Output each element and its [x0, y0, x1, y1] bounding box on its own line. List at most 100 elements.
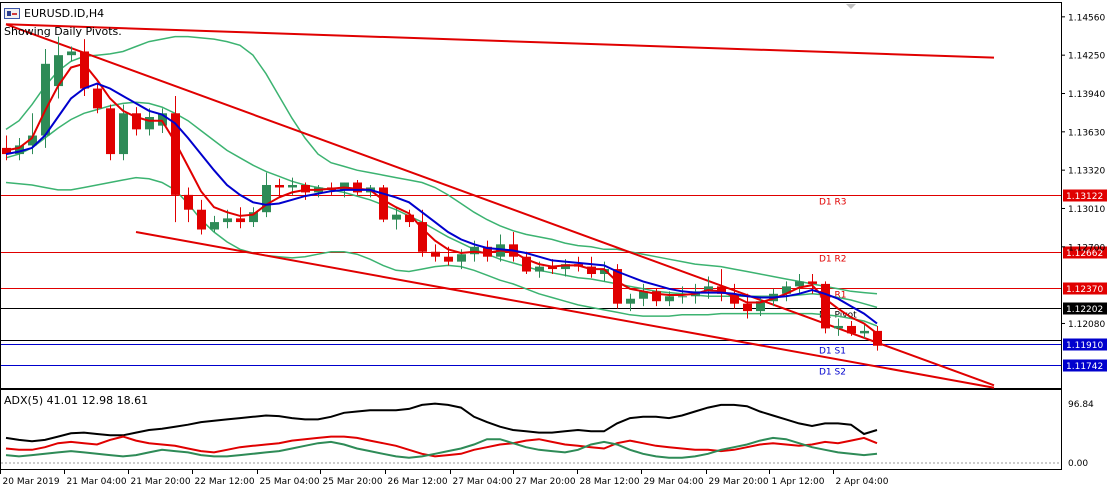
scroll-marker-icon [846, 4, 856, 9]
pivot-price-badge [1063, 338, 1107, 351]
candle-body [743, 303, 752, 312]
time-tick-label: 21 Mar 20:00 [131, 477, 191, 487]
time-tick-label: 27 Mar 20:00 [516, 477, 576, 487]
pivot-label: D1 S1 [819, 347, 846, 357]
candle-body [756, 301, 765, 312]
candle-body [730, 293, 739, 304]
time-tick-label: 26 Mar 12:00 [388, 477, 448, 487]
adx-tick-label: 96.84 [1068, 400, 1094, 410]
pivot-price-badge [1063, 246, 1107, 259]
pivot-price-text: 1.12662 [1066, 249, 1103, 259]
pivot-label: D1 S2 [819, 368, 846, 378]
main-pane-frame [0, 2, 1062, 389]
time-tick-label: 25 Mar 20:00 [323, 477, 383, 487]
candle-body [847, 325, 856, 334]
candle-body [418, 222, 427, 252]
candle-body [535, 266, 544, 272]
pivot-price-text: 1.11742 [1066, 362, 1103, 372]
adx-label: ADX(5) 41.01 12.98 18.61 [4, 394, 149, 407]
pivot-price-text: 1.13122 [1066, 192, 1103, 202]
trendline [5, 23, 995, 59]
time-tick-label: 21 Mar 04:00 [67, 477, 127, 487]
price-tick-label: 1.13320 [1068, 167, 1105, 177]
candle-body [132, 113, 141, 130]
candle-body [808, 281, 817, 284]
candle-body [704, 286, 713, 292]
price-tick-label: 1.13630 [1068, 128, 1105, 138]
time-tick-label: 1 Apr 12:00 [772, 477, 825, 487]
pivot-price-badge [1063, 282, 1107, 295]
candle-body [821, 283, 830, 329]
trendline [135, 230, 995, 389]
candle-body [860, 330, 869, 334]
candle-body [41, 63, 50, 136]
candle-body [522, 256, 531, 272]
candle-body [717, 286, 726, 294]
time-tick-label: 29 Mar 04:00 [644, 477, 704, 487]
pivot-price-text: 1.11910 [1066, 341, 1103, 351]
candle-body [28, 135, 37, 146]
band-lower-line [5, 176, 878, 327]
band-upper-line [5, 35, 878, 295]
candle-body [145, 116, 154, 130]
candle-body [678, 296, 687, 298]
candle-body [340, 182, 349, 190]
candle-body [392, 214, 401, 220]
time-tick-label: 22 Mar 12:00 [195, 477, 255, 487]
candle-body [54, 55, 63, 87]
candle-body [405, 214, 414, 223]
time-tick-label: 27 Mar 04:00 [453, 477, 513, 487]
candle-body [379, 187, 388, 220]
adx-tick-label: 0.00 [1068, 459, 1088, 469]
adx-series-1 [5, 435, 878, 458]
time-tick-label: 25 Mar 04:00 [260, 477, 320, 487]
pivot-note: Showing Daily Pivots. [4, 25, 122, 38]
candle-body [834, 325, 843, 329]
candle-body [444, 256, 453, 262]
ma-slow-line [5, 82, 878, 325]
candle-body [613, 269, 622, 304]
candle-body [249, 212, 258, 223]
candle-body [561, 264, 570, 270]
candle-body [431, 251, 440, 257]
candle-body [548, 266, 557, 270]
symbol-flag-icon [4, 8, 20, 19]
price-tick-label: 1.14560 [1068, 13, 1105, 23]
candle-body [262, 184, 271, 213]
candle-body [652, 291, 661, 302]
time-tick-label: 28 Mar 12:00 [580, 477, 640, 487]
adx-pane-frame [0, 389, 1062, 470]
symbol-title: EURUSD.ID,H4 [24, 7, 105, 20]
price-tick-label: 1.12080 [1068, 320, 1105, 330]
candle-body [301, 184, 310, 193]
time-tick-label: 20 Mar 2019 [3, 477, 60, 487]
pivot-price-text: 1.12202 [1066, 305, 1103, 315]
pivot-label: D1 R1 [819, 291, 847, 301]
price-tick-label: 1.12700 [1068, 243, 1105, 253]
candle-body [457, 254, 466, 262]
pivot-price-badge [1063, 302, 1107, 315]
candle-body [236, 218, 245, 223]
candle-body [288, 184, 297, 188]
candle-body [795, 281, 804, 287]
adx-series-2 [5, 436, 878, 459]
price-tick-label: 1.14250 [1068, 52, 1105, 62]
pivot-price-text: 1.12370 [1066, 285, 1103, 295]
pivot-label: D1 R3 [819, 198, 847, 208]
candle-body [80, 51, 89, 89]
candle-body [483, 246, 492, 257]
candle-body [119, 113, 128, 155]
ma-fast-line [5, 62, 878, 335]
pivot-price-badge [1063, 189, 1107, 202]
candle-body [15, 145, 24, 155]
candle-body [470, 246, 479, 255]
candle-body [106, 108, 115, 155]
candle-body [67, 51, 76, 56]
candle-body [665, 296, 674, 302]
candle-body [587, 266, 596, 275]
candle-body [184, 194, 193, 210]
adx-series-0 [5, 402, 878, 443]
candle-body [158, 113, 167, 126]
